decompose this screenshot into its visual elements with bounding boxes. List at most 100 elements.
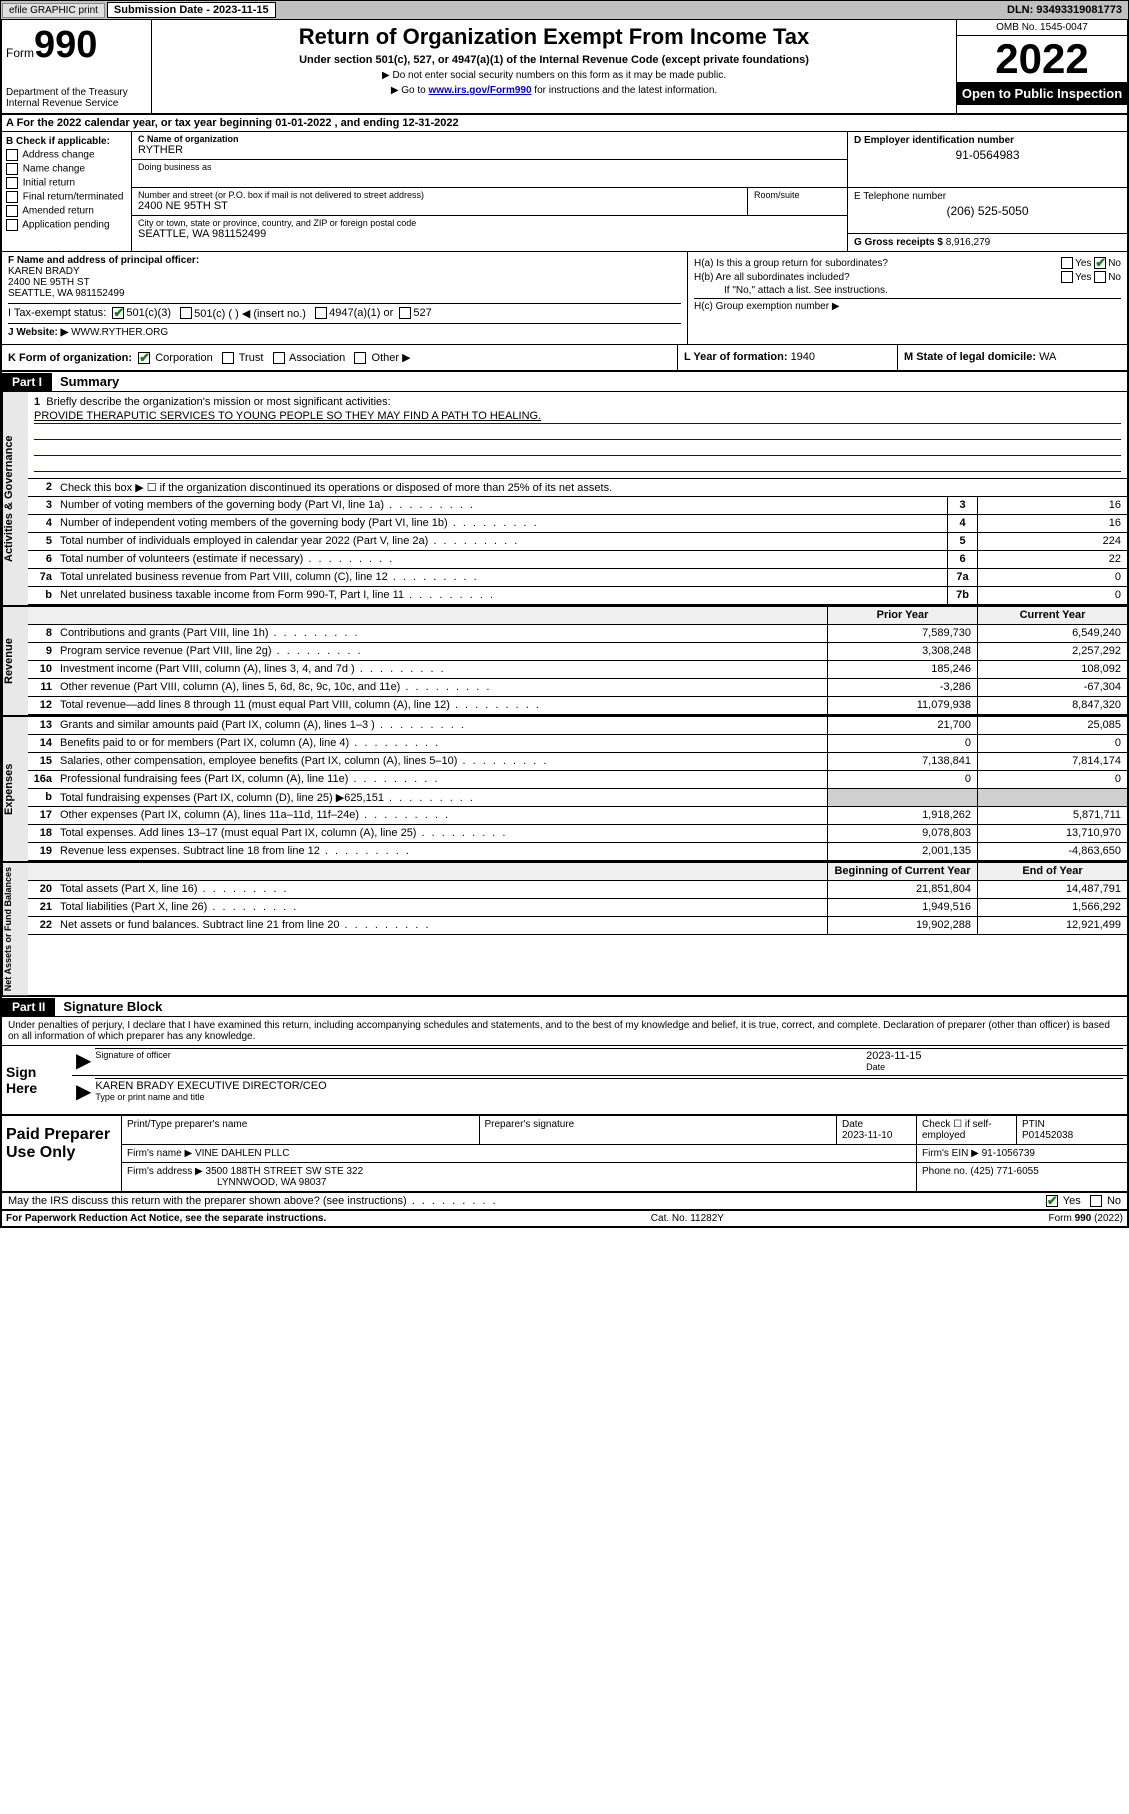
- prep-row3: Firm's address ▶ 3500 188TH STREET SW ST…: [122, 1163, 1127, 1191]
- k-o2: Trust: [239, 352, 264, 364]
- e-phone: (206) 525-5050: [854, 204, 1121, 218]
- m-label: M State of legal domicile:: [904, 351, 1039, 363]
- prep-r3c2: Phone no.: [922, 1166, 968, 1177]
- c-city-label: City or town, state or province, country…: [138, 218, 841, 228]
- cb-label5: Application pending: [22, 220, 109, 231]
- form-header-row: Form990 Department of the Treasury Inter…: [2, 20, 1127, 115]
- cb-501c[interactable]: [180, 307, 192, 319]
- line-2: 2Check this box ▶ ☐ if the organization …: [28, 479, 1127, 497]
- cb-final[interactable]: Final return/terminated: [6, 191, 127, 203]
- col-f: F Name and address of principal officer:…: [2, 252, 687, 344]
- prep-r3c1: Firm's address ▶: [127, 1166, 203, 1177]
- c-city: SEATTLE, WA 981152499: [138, 228, 841, 240]
- hb-no[interactable]: [1094, 271, 1106, 283]
- part2-header: Part II Signature Block: [2, 997, 1127, 1017]
- gov-line-4: 4Number of independent voting members of…: [28, 515, 1127, 533]
- discuss-row: May the IRS discuss this return with the…: [2, 1193, 1127, 1211]
- cb-label1: Name change: [23, 164, 85, 175]
- prep-r1c2: Preparer's signature: [480, 1116, 838, 1144]
- k-assoc[interactable]: [273, 352, 285, 364]
- row-bcd: B Check if applicable: Address change Na…: [2, 132, 1127, 252]
- row-klm: K Form of organization: Corporation Trus…: [2, 345, 1127, 372]
- cb-amended[interactable]: Amended return: [6, 205, 127, 217]
- irs-link[interactable]: www.irs.gov/Form990: [429, 85, 532, 96]
- m-state: WA: [1039, 351, 1056, 363]
- net-py-hdr: Beginning of Current Year: [827, 863, 977, 880]
- line-19: 19Revenue less expenses. Subtract line 1…: [28, 843, 1127, 861]
- part1-title: Summary: [52, 372, 127, 391]
- form-number: 990: [34, 24, 97, 66]
- prep-r2c1: Firm's name ▶: [127, 1148, 192, 1159]
- row-fh: F Name and address of principal officer:…: [2, 252, 1127, 345]
- cb-4947[interactable]: [315, 307, 327, 319]
- line-15: 15Salaries, other compensation, employee…: [28, 753, 1127, 771]
- g-label: G Gross receipts $: [854, 237, 943, 248]
- side-governance: Activities & Governance: [2, 392, 28, 605]
- discuss-no[interactable]: [1090, 1195, 1102, 1207]
- sign-block: Sign Here ▶ Signature of officer 2023-11…: [2, 1046, 1127, 1116]
- line-20: 20Total assets (Part X, line 16)21,851,8…: [28, 881, 1127, 899]
- line-8: 8Contributions and grants (Part VIII, li…: [28, 625, 1127, 643]
- part2-hdr: Part II: [2, 998, 55, 1016]
- col-m: M State of legal domicile: WA: [897, 345, 1127, 370]
- cb-527[interactable]: [399, 307, 411, 319]
- net-header: Beginning of Current YearEnd of Year: [28, 863, 1127, 881]
- line-14: 14Benefits paid to or for members (Part …: [28, 735, 1127, 753]
- ha-no-lbl: No: [1108, 258, 1121, 269]
- sig-officer-label: Signature of officer: [95, 1050, 170, 1060]
- g-receipts: 8,916,279: [946, 237, 991, 248]
- discuss-yes[interactable]: [1046, 1195, 1058, 1207]
- c-dba-label: Doing business as: [138, 162, 841, 172]
- k-corp[interactable]: [138, 352, 150, 364]
- footer-mid: Cat. No. 11282Y: [326, 1213, 1048, 1224]
- note2-pre: ▶ Go to: [391, 85, 429, 96]
- cb-501c3[interactable]: [112, 307, 124, 319]
- cb-address-change[interactable]: Address change: [6, 149, 127, 161]
- section-governance: Activities & Governance 1 Briefly descri…: [2, 392, 1127, 607]
- cb-label2: Initial return: [23, 178, 75, 189]
- sig-name-label: Type or print name and title: [95, 1092, 204, 1102]
- mission-block: 1 Briefly describe the organization's mi…: [28, 392, 1127, 479]
- cb-label0: Address change: [22, 150, 94, 161]
- cb-pending[interactable]: Application pending: [6, 219, 127, 231]
- row-a-tax-year: A For the 2022 calendar year, or tax yea…: [2, 115, 1127, 132]
- i-label: I Tax-exempt status:: [8, 307, 106, 320]
- j-website[interactable]: WWW.RYTHER.ORG: [68, 327, 168, 338]
- discuss-yes-lbl: Yes: [1063, 1195, 1081, 1207]
- prep-row1: Print/Type preparer's name Preparer's si…: [122, 1116, 1127, 1145]
- footer-left: For Paperwork Reduction Act Notice, see …: [6, 1213, 326, 1224]
- mission-text: PROVIDE THERAPUTIC SERVICES TO YOUNG PEO…: [34, 410, 1121, 424]
- declare-text: Under penalties of perjury, I declare th…: [2, 1017, 1127, 1046]
- ha-yes[interactable]: [1061, 257, 1073, 269]
- c-room-label: Room/suite: [754, 190, 841, 200]
- k-trust[interactable]: [222, 352, 234, 364]
- hb-yes[interactable]: [1061, 271, 1073, 283]
- prep-r1c4[interactable]: Check ☐ if self-employed: [917, 1116, 1017, 1144]
- form-subtitle: Under section 501(c), 527, or 4947(a)(1)…: [156, 54, 952, 66]
- form-prefix: Form: [6, 46, 34, 60]
- sig-date-label: Date: [866, 1062, 885, 1072]
- f-addr1: 2400 NE 95TH ST: [8, 277, 681, 288]
- line-b: bTotal fundraising expenses (Part IX, co…: [28, 789, 1127, 807]
- form-note2: ▶ Go to www.irs.gov/Form990 for instruct…: [156, 85, 952, 96]
- cb-name-change[interactable]: Name change: [6, 163, 127, 175]
- omb: OMB No. 1545-0047: [957, 20, 1127, 36]
- rev-cy-hdr: Current Year: [977, 607, 1127, 624]
- ha-yes-lbl: Yes: [1075, 258, 1091, 269]
- section-expenses: Expenses 13Grants and similar amounts pa…: [2, 717, 1127, 863]
- gov-line-b: bNet unrelated business taxable income f…: [28, 587, 1127, 605]
- sig-arrow1-icon: ▶: [76, 1048, 91, 1073]
- cb-initial[interactable]: Initial return: [6, 177, 127, 189]
- tax-year: 2022: [957, 36, 1127, 82]
- mission-label: Briefly describe the organization's miss…: [46, 396, 390, 408]
- prep-r3c1v: 3500 188TH STREET SW STE 322: [206, 1166, 364, 1177]
- mission-num: 1: [34, 396, 40, 408]
- f-name: KAREN BRADY: [8, 266, 681, 277]
- c-addr-label: Number and street (or P.O. box if mail i…: [138, 190, 741, 200]
- cb-label4: Amended return: [22, 206, 94, 217]
- k-other[interactable]: [354, 352, 366, 364]
- footer: For Paperwork Reduction Act Notice, see …: [2, 1211, 1127, 1226]
- l-label: L Year of formation:: [684, 351, 791, 363]
- ha-no[interactable]: [1094, 257, 1106, 269]
- l2-desc: Check this box ▶ ☐ if the organization d…: [56, 479, 1127, 496]
